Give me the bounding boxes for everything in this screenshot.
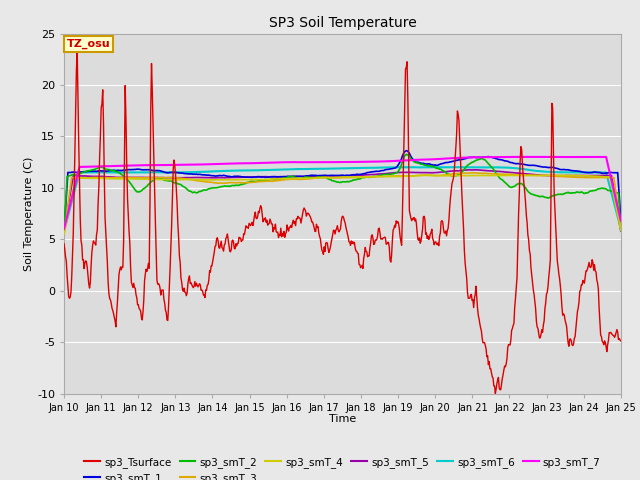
sp3_smT_2 [428,163,435,169]
sp3_smT_1 [70,169,78,175]
Title: SP3 Soil Temperature: SP3 Soil Temperature [269,16,416,30]
sp3_smT_5 [70,173,78,179]
Y-axis label: Soil Temperature (C): Soil Temperature (C) [24,156,34,271]
sp3_smT_1 [411,158,419,164]
sp3_smT_7 [617,217,625,223]
sp3_smT_6 [60,228,68,234]
Legend: sp3_Tsurface, sp3_smT_1, sp3_smT_2, sp3_smT_3, sp3_smT_4, sp3_smT_5, sp3_smT_6, : sp3_Tsurface, sp3_smT_1, sp3_smT_2, sp3_… [80,453,605,480]
sp3_smT_7 [60,226,68,232]
sp3_smT_5 [617,228,625,234]
sp3_smT_5 [184,175,192,180]
sp3_smT_1 [60,229,68,235]
sp3_smT_4 [617,228,625,233]
Line: sp3_smT_4: sp3_smT_4 [64,175,621,234]
sp3_smT_6 [127,169,135,175]
sp3_smT_6 [70,190,78,196]
sp3_smT_2 [617,228,625,233]
sp3_smT_3 [426,172,434,178]
sp3_smT_6 [426,164,434,170]
sp3_smT_4 [553,172,561,178]
sp3_smT_7 [214,161,221,167]
sp3_smT_3 [410,173,418,179]
sp3_smT_7 [70,186,78,192]
sp3_smT_6 [184,169,192,175]
sp3_smT_3 [214,180,221,186]
sp3_smT_2 [214,185,221,191]
sp3_Tsurface [617,338,625,344]
X-axis label: Time: Time [329,414,356,424]
sp3_smT_3 [617,226,625,231]
sp3_smT_2 [70,172,78,178]
sp3_smT_1 [403,148,410,154]
sp3_Tsurface [74,46,81,51]
Line: sp3_smT_2: sp3_smT_2 [64,154,621,234]
sp3_Tsurface [185,276,193,281]
sp3_smT_7 [426,156,434,162]
sp3_smT_5 [470,167,478,173]
Line: sp3_smT_1: sp3_smT_1 [64,151,621,232]
sp3_smT_6 [617,226,625,231]
sp3_smT_5 [60,228,68,234]
sp3_smT_6 [451,164,459,170]
Line: sp3_smT_7: sp3_smT_7 [64,157,621,229]
sp3_smT_5 [426,170,434,176]
sp3_smT_7 [410,157,418,163]
sp3_smT_3 [184,176,192,182]
sp3_smT_4 [70,182,78,188]
sp3_Tsurface [492,391,499,396]
sp3_smT_7 [184,162,192,168]
sp3_smT_1 [214,173,221,179]
sp3_smT_6 [214,168,221,174]
sp3_Tsurface [214,238,222,244]
sp3_smT_4 [410,173,418,179]
sp3_smT_2 [184,187,192,193]
sp3_Tsurface [70,192,78,197]
sp3_smT_3 [470,170,478,176]
sp3_Tsurface [128,282,136,288]
Line: sp3_smT_6: sp3_smT_6 [64,167,621,231]
sp3_smT_6 [410,164,418,170]
sp3_smT_4 [127,176,135,182]
sp3_smT_2 [411,159,419,165]
Line: sp3_Tsurface: sp3_Tsurface [64,48,621,394]
sp3_smT_2 [60,231,68,237]
sp3_smT_1 [184,171,192,177]
sp3_Tsurface [428,230,435,236]
sp3_smT_1 [127,167,135,173]
sp3_smT_1 [428,162,435,168]
sp3_smT_3 [60,231,68,237]
sp3_smT_3 [70,175,78,180]
sp3_smT_4 [214,177,221,182]
sp3_smT_3 [127,175,135,180]
sp3_Tsurface [60,241,68,247]
sp3_smT_7 [531,154,539,160]
sp3_smT_2 [127,181,135,187]
sp3_smT_7 [127,163,135,168]
sp3_smT_5 [127,175,135,180]
sp3_Tsurface [411,218,419,224]
sp3_smT_4 [184,177,192,182]
sp3_smT_4 [60,231,68,237]
sp3_smT_2 [403,151,410,157]
sp3_smT_1 [617,216,625,222]
sp3_smT_4 [426,173,434,179]
Line: sp3_smT_3: sp3_smT_3 [64,173,621,234]
Line: sp3_smT_5: sp3_smT_5 [64,170,621,231]
sp3_smT_5 [214,175,221,180]
sp3_smT_5 [410,169,418,175]
Text: TZ_osu: TZ_osu [67,39,111,49]
